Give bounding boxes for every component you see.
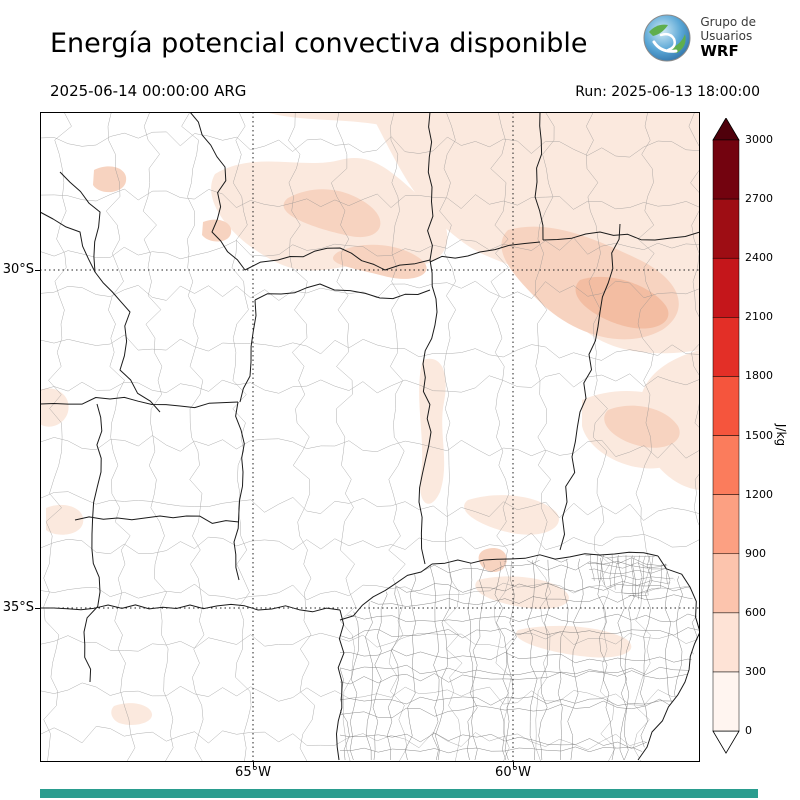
cape-map — [40, 112, 700, 762]
globe-icon — [643, 14, 691, 62]
lon-tickmark-60w — [513, 762, 514, 767]
run-time-label: Run: 2025-06-13 18:00:00 — [575, 84, 760, 100]
colorbar-tick-label: 900 — [745, 546, 766, 560]
footer-accent-bar — [40, 789, 758, 798]
lon-tick-65w: 65°W — [235, 765, 271, 780]
lat-tickmark-30s — [35, 270, 40, 271]
logo-line1: Grupo de — [700, 15, 756, 30]
colorbar-tick-label: 600 — [745, 605, 766, 619]
logo-line2: Usuarios — [700, 28, 753, 43]
colorbar-tick-label: 1500 — [745, 428, 773, 442]
colorbar-scale — [712, 118, 740, 754]
lon-tickmark-65w — [253, 762, 254, 767]
valid-time-label: 2025-06-14 00:00:00 ARG — [50, 82, 247, 100]
lat-tickmark-35s — [35, 608, 40, 609]
colorbar-unit-label: J/kg — [774, 423, 788, 447]
logo-text: Grupo de Usuarios WRF — [700, 15, 756, 61]
colorbar-tick-label: 300 — [745, 665, 766, 678]
lon-tick-60w: 60°W — [495, 765, 531, 780]
colorbar-tick-label: 0 — [745, 724, 752, 738]
colorbar-tick-label: 2400 — [745, 251, 773, 265]
logo-line3: WRF — [700, 42, 739, 61]
lat-tick-35s: 35°S — [2, 600, 34, 615]
colorbar-tick-label: 2700 — [745, 192, 773, 206]
page-title: Energía potencial convectiva disponible — [50, 28, 588, 59]
colorbar-tick-label: 3000 — [745, 133, 773, 146]
colorbar-tick-label: 1800 — [745, 369, 773, 383]
map-canvas — [40, 112, 700, 762]
wrf-logo: Grupo de Usuarios WRF — [641, 12, 756, 64]
colorbar-tick-label: 2100 — [745, 310, 773, 324]
colorbar-tick-label: 1200 — [745, 487, 773, 501]
colorbar-tick-labels: 3000 2700 2400 2100 1800 1500 1200 900 600 300 0 — [745, 118, 787, 758]
colorbar — [711, 118, 741, 754]
lat-tick-30s: 30°S — [2, 262, 34, 277]
